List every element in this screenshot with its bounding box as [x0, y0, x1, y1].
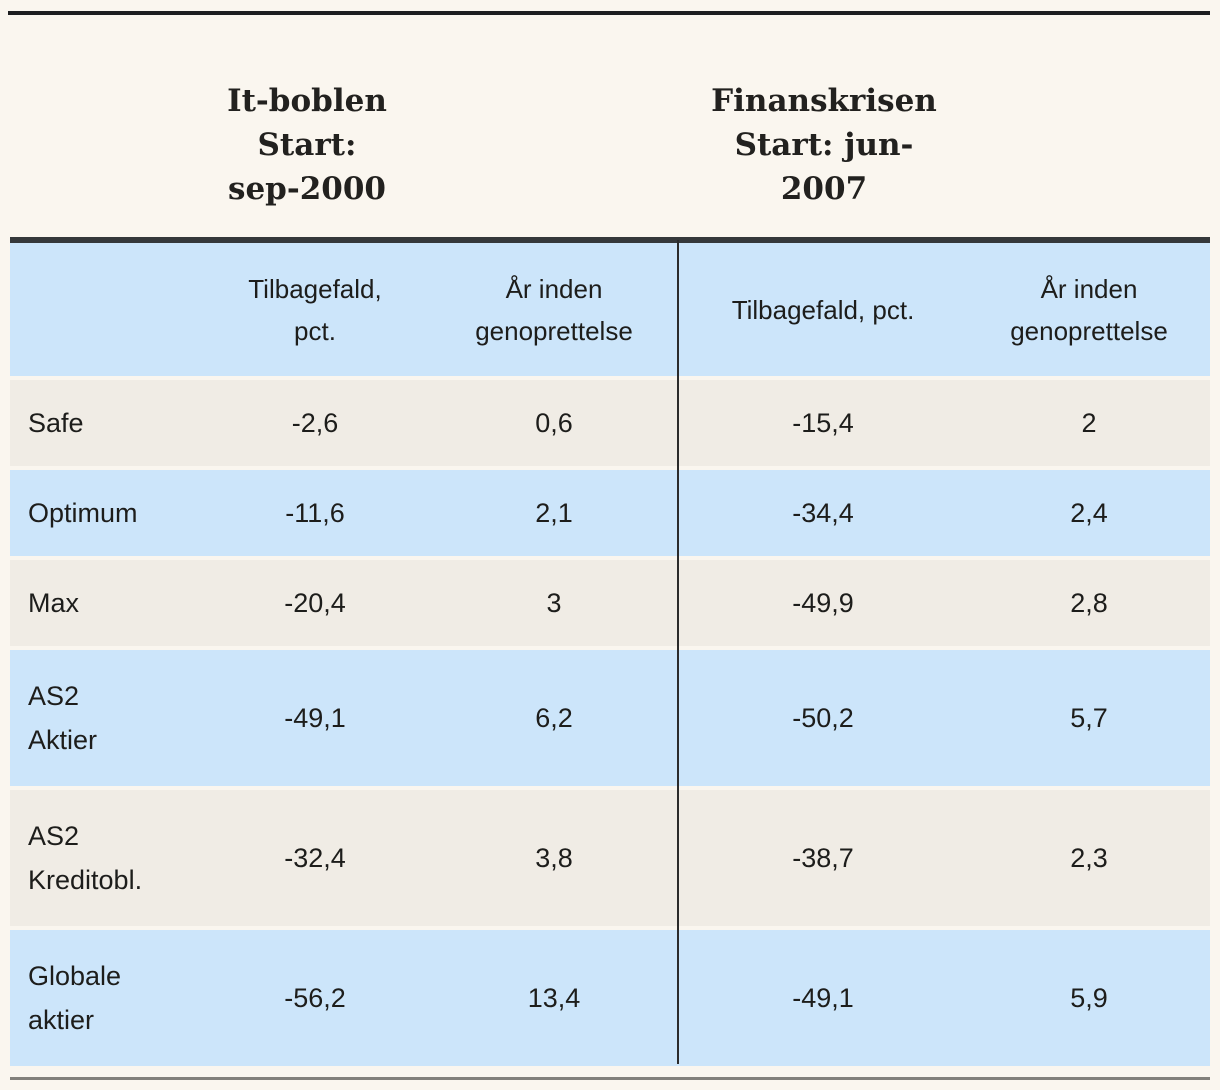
table-cell: -38,7 — [678, 786, 968, 926]
table-cell: 2,8 — [968, 556, 1210, 646]
row-label-text: Kreditobl. — [28, 865, 143, 895]
table-cell: 13,4 — [430, 926, 678, 1066]
table-cell: 3 — [430, 556, 678, 646]
table-cell: -32,4 — [200, 786, 430, 926]
table-row-as2-aktier: AS2 Aktier -49,1 6,2 -50,2 5,7 — [10, 646, 1210, 786]
table-cell: -49,9 — [678, 556, 968, 646]
table-cell: 3,8 — [430, 786, 678, 926]
column-header-text: Tilbagefald, pct. — [731, 294, 915, 325]
row-label: Safe — [10, 376, 200, 466]
table-cell: -49,1 — [678, 926, 968, 1066]
column-header-text: genoprettelse — [1010, 315, 1168, 346]
column-header-aar-inden-right: År inden genoprettelse — [968, 243, 1210, 376]
group-title-line: It-boblen — [227, 83, 387, 119]
column-header-text: År inden — [505, 273, 603, 304]
row-label: Optimum — [10, 466, 200, 556]
group-header-area: It-boblen Start: sep-2000 Finanskrisen S… — [0, 15, 1220, 237]
column-header-text: Tilbagefald, — [248, 273, 382, 304]
group-title-it-boblen: It-boblen Start: sep-2000 — [167, 79, 447, 211]
table-cell: -49,1 — [200, 646, 430, 786]
row-label: Globale aktier — [10, 926, 200, 1066]
group-title-line: 2007 — [780, 171, 868, 207]
table-row-safe: Safe -2,6 0,6 -15,4 2 — [10, 376, 1210, 466]
table-cell: -50,2 — [678, 646, 968, 786]
column-header-text: År inden — [1040, 273, 1138, 304]
row-label-text: aktier — [28, 1005, 95, 1035]
table-cell: 0,6 — [430, 376, 678, 466]
group-title-line: sep-2000 — [228, 171, 386, 207]
table-cell: -2,6 — [200, 376, 430, 466]
group-title-finanskrisen: Finanskrisen Start: jun- 2007 — [684, 79, 964, 211]
column-header-empty — [10, 243, 200, 376]
data-table: Tilbagefald, pct. År inden genoprettelse T… — [10, 243, 1210, 1066]
group-title-line: Start: — [257, 127, 357, 163]
group-title-line: Start: jun- — [734, 127, 914, 163]
heavy-rule — [10, 237, 1210, 243]
table-row-max: Max -20,4 3 -49,9 2,8 — [10, 556, 1210, 646]
row-label-text: Optimum — [28, 498, 138, 528]
table-cell: 2,1 — [430, 466, 678, 556]
row-label-text: AS2 — [28, 681, 80, 711]
row-label-text: Aktier — [28, 725, 98, 755]
table-cell: -56,2 — [200, 926, 430, 1066]
column-header-tilbagefald-left: Tilbagefald, pct. — [200, 243, 430, 376]
bottom-rule — [10, 1077, 1210, 1080]
top-rule — [8, 11, 1210, 15]
column-header-aar-inden-left: År inden genoprettelse — [430, 243, 678, 376]
table-cell: -11,6 — [200, 466, 430, 556]
column-group-divider — [677, 240, 679, 1064]
table-cell: -34,4 — [678, 466, 968, 556]
table-cell: 2,3 — [968, 786, 1210, 926]
column-header-tilbagefald-right: Tilbagefald, pct. — [678, 243, 968, 376]
table-cell: -20,4 — [200, 556, 430, 646]
table-row-optimum: Optimum -11,6 2,1 -34,4 2,4 — [10, 466, 1210, 556]
table-row-as2-kreditobl: AS2 Kreditobl. -32,4 3,8 -38,7 2,3 — [10, 786, 1210, 926]
table-cell: 2 — [968, 376, 1210, 466]
row-label: AS2 Aktier — [10, 646, 200, 786]
table-cell: 5,7 — [968, 646, 1210, 786]
row-label-text: Globale — [28, 961, 122, 991]
table-row-globale-aktier: Globale aktier -56,2 13,4 -49,1 5,9 — [10, 926, 1210, 1066]
column-header-text: genoprettelse — [475, 315, 633, 346]
row-label-text: Safe — [28, 408, 84, 438]
table-cell: 5,9 — [968, 926, 1210, 1066]
table-cell: -15,4 — [678, 376, 968, 466]
column-header-row: Tilbagefald, pct. År inden genoprettelse T… — [10, 243, 1210, 376]
row-label-text: Max — [28, 588, 80, 618]
row-label-text: AS2 — [28, 821, 80, 851]
column-header-text: pct. — [294, 315, 336, 346]
table-cell: 6,2 — [430, 646, 678, 786]
group-title-line: Finanskrisen — [711, 83, 937, 119]
row-label: AS2 Kreditobl. — [10, 786, 200, 926]
table-cell: 2,4 — [968, 466, 1210, 556]
row-label: Max — [10, 556, 200, 646]
